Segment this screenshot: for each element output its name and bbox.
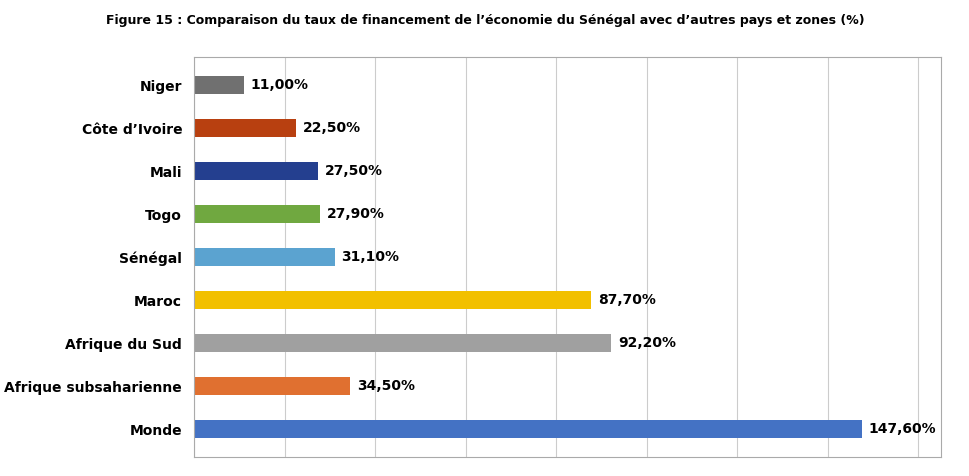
Bar	[194, 248, 334, 266]
Text: 27,50%: 27,50%	[325, 164, 383, 178]
Bar	[194, 377, 350, 395]
Bar	[194, 206, 320, 223]
Text: 147,60%: 147,60%	[868, 422, 936, 436]
Text: 31,10%: 31,10%	[341, 250, 399, 264]
Bar	[194, 291, 590, 308]
Text: 27,90%: 27,90%	[327, 207, 385, 221]
Bar	[194, 119, 296, 137]
Text: 22,50%: 22,50%	[302, 121, 360, 135]
Text: 34,50%: 34,50%	[357, 379, 415, 393]
Text: 87,70%: 87,70%	[597, 293, 655, 307]
Bar	[194, 77, 243, 94]
Bar	[194, 420, 861, 437]
Bar	[194, 335, 610, 352]
Text: 11,00%: 11,00%	[250, 78, 308, 92]
Text: Figure 15 : Comparaison du taux de financement de l’économie du Sénégal avec d’a: Figure 15 : Comparaison du taux de finan…	[106, 14, 863, 27]
Text: 92,20%: 92,20%	[617, 336, 675, 350]
Bar	[194, 162, 318, 179]
